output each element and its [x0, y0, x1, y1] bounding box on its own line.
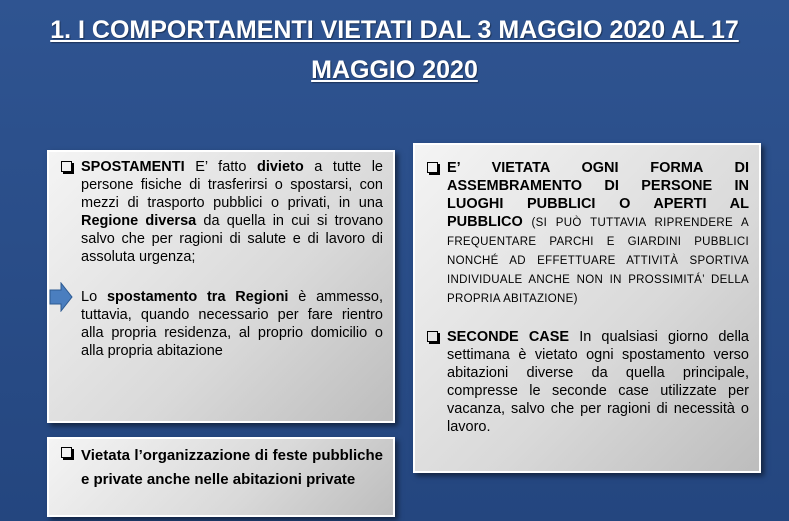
bold-run: SPOSTAMENTI	[81, 159, 185, 175]
text-run: da quella in cui si trovano salvo che pe…	[81, 213, 384, 265]
paragraph: Vietata l’organizzazione di feste pubbli…	[59, 444, 383, 492]
slide-title: 1. I COMPORTAMENTI VIETATI DAL 3 MAGGIO …	[50, 16, 739, 84]
box-spostamenti: SPOSTAMENTI E’ fatto divieto a tutte le …	[47, 150, 395, 423]
bold-run: Vietata l’organizzazione di feste pubbli…	[81, 447, 383, 488]
text-run: a tutte le persone fisiche di trasferirs…	[81, 159, 384, 211]
paragraph: E’ VIETATA OGNI FORMA DI ASSEMBRAMENTO D…	[425, 159, 749, 308]
box-feste: Vietata l’organizzazione di feste pubbli…	[47, 437, 395, 517]
text-run: E’ fatto	[184, 159, 257, 175]
bold-run: Regione diversa	[81, 213, 197, 229]
bold-run: SECONDE CASE	[447, 329, 570, 345]
bold-run: E’ VIETATA OGNI FORMA DI ASSEMBRAMENTO D…	[447, 160, 749, 230]
bold-run: spostamento tra Regioni	[106, 289, 289, 305]
paragraph: SECONDE CASE In qualsiasi giorno della s…	[425, 328, 749, 436]
bold-run: divieto	[256, 159, 304, 175]
arrow-icon	[49, 282, 73, 312]
paragraph: Lo spostamento tra Regioni è ammesso, tu…	[59, 288, 383, 360]
small-caps-run: (SI PUÒ TUTTAVIA RIPRENDERE A FREQUENTAR…	[447, 217, 749, 305]
text-run: è ammesso, tuttavia, quando necessario p…	[81, 289, 383, 359]
text-run: In qualsiasi giorno della settimana è vi…	[447, 329, 749, 435]
paragraph: SPOSTAMENTI E’ fatto divieto a tutte le …	[59, 158, 383, 266]
text-run: Lo	[81, 289, 107, 305]
box-assembramento: E’ VIETATA OGNI FORMA DI ASSEMBRAMENTO D…	[413, 143, 761, 473]
